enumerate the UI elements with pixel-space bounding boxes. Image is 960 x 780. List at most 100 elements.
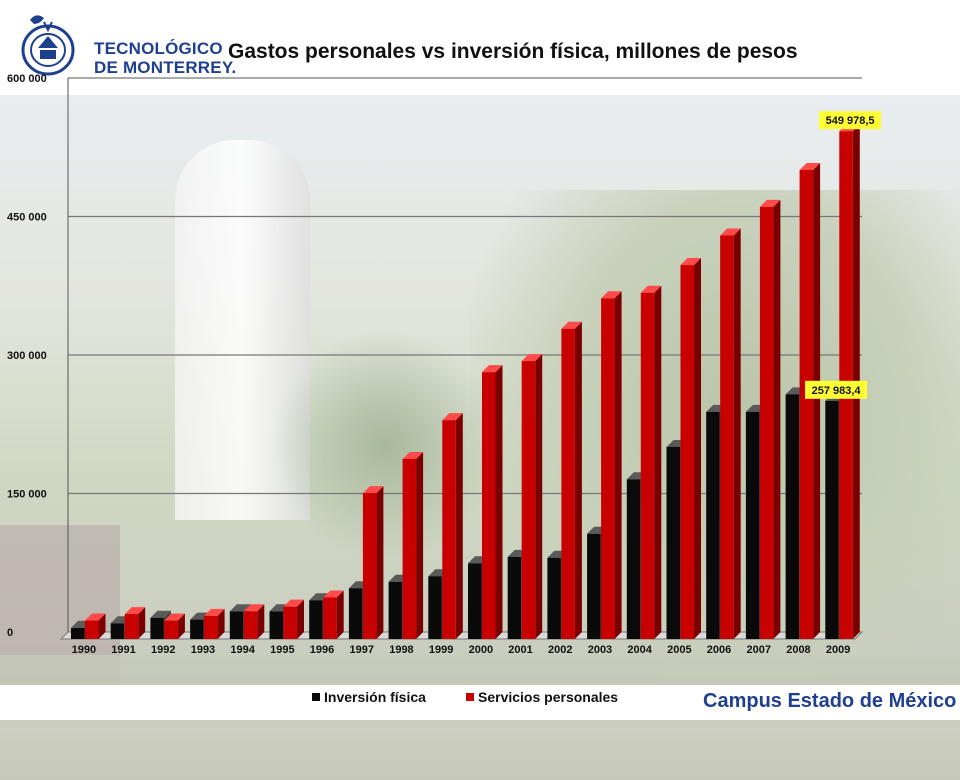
bar-side (297, 599, 304, 639)
bar-inversion-1998 (388, 581, 403, 639)
bar-side (495, 365, 503, 639)
bar-servicios-2007 (759, 206, 774, 639)
bar-top (164, 613, 185, 621)
bar-inversion-1997 (348, 588, 363, 639)
bar-side (416, 451, 424, 639)
bar-inversion-2003 (587, 533, 601, 639)
bar-side (455, 413, 463, 639)
bar-servicios-2006 (720, 235, 734, 639)
bar-top (124, 607, 146, 615)
x-tick-label: 1997 (350, 644, 374, 656)
legend-label-servicios: Servicios personales (478, 689, 619, 705)
header: TECNOLÓGICO DE MONTERREY. Gastos persona… (0, 0, 960, 95)
bar-inversion-1999 (428, 576, 442, 639)
bar-top (759, 199, 781, 207)
x-tick-label: 1993 (191, 644, 215, 656)
bar-top (283, 599, 304, 607)
legend-swatch-servicios (466, 693, 474, 701)
bar-servicios-1990 (85, 620, 99, 639)
legend-label-inversion: Inversión física (324, 689, 426, 705)
x-tick-label: 2004 (627, 644, 652, 656)
x-tick-label: 2008 (786, 644, 810, 656)
bar-top (720, 228, 741, 236)
tec-seal-icon (21, 15, 75, 76)
data-label-bg (805, 380, 868, 399)
x-tick-label: 1992 (151, 644, 175, 656)
bar-servicios-2008 (799, 169, 814, 640)
data-label: 257 983,4 (805, 380, 868, 399)
logo-line-2: DE MONTERREY. (94, 58, 237, 77)
bar-inversion-1994 (229, 611, 244, 639)
bar-inversion-1990 (71, 627, 85, 639)
x-tick-label: 2005 (667, 644, 691, 656)
bar-servicios-1995 (283, 606, 297, 639)
bar-side (813, 162, 821, 640)
bar-side (694, 258, 701, 639)
x-tick-label: 2001 (508, 644, 532, 656)
bar-top (323, 590, 344, 598)
bar-side (257, 604, 265, 639)
bar-top (799, 162, 821, 170)
bar-top (309, 593, 330, 601)
bar-inversion-1992 (150, 617, 164, 639)
bar-side (138, 607, 146, 639)
x-tick-label: 2007 (747, 644, 771, 656)
bar-inversion-1991 (110, 623, 125, 639)
x-tick-label: 1995 (270, 644, 294, 656)
bar-top (402, 451, 424, 459)
bar-top (482, 365, 503, 373)
tec-logo: TECNOLÓGICO DE MONTERREY. (18, 10, 236, 80)
bar-inversion-2009 (825, 400, 839, 639)
bar-top (229, 604, 251, 612)
bar-inversion-1993 (190, 619, 204, 639)
legend-item-servicios: Servicios personales (466, 689, 618, 705)
bar-top (640, 285, 662, 293)
bar-inversion-2000 (468, 563, 482, 639)
data-label-text: 257 983,4 (812, 385, 862, 397)
x-tick-label: 1996 (310, 644, 334, 656)
bar-servicios-1993 (204, 615, 218, 639)
x-tick-label: 1990 (72, 644, 96, 656)
bar-inversion-2001 (507, 556, 522, 639)
logo-line-1: TECNOLÓGICO (94, 39, 223, 58)
bar-servicios-1994 (243, 611, 258, 639)
chart-title: Gastos personales vs inversión física, m… (228, 40, 798, 63)
y-tick-label: 600 000 (7, 73, 47, 85)
campus-label: Campus Estado de México (703, 690, 957, 712)
bar-top (85, 613, 106, 621)
x-tick-label: 2006 (707, 644, 731, 656)
bar-top (442, 413, 463, 421)
bar-top (601, 291, 622, 299)
data-label-bg (819, 111, 882, 130)
data-label: 549 978,5 (819, 111, 882, 130)
bar-inversion-2004 (626, 479, 641, 639)
legend-swatch-inversion (312, 693, 320, 701)
bar-top (150, 610, 171, 618)
bar-side (535, 354, 543, 639)
y-tick-label: 0 (7, 627, 13, 639)
bar-inversion-2005 (666, 446, 680, 639)
bar-servicios-2004 (640, 292, 655, 639)
bar-top (680, 258, 701, 266)
x-tick-label: 1991 (111, 644, 135, 656)
bar-chart: 0 150 000 300 000 450 000 600 000 1990 1991 199… (7, 73, 882, 656)
y-tick-label: 300 000 (7, 350, 47, 362)
bar-servicios-1998 (402, 458, 417, 639)
legend-item-inversion: Inversión física (312, 689, 426, 705)
x-tick-label: 1998 (389, 644, 413, 656)
y-tick-label: 450 000 (7, 212, 47, 224)
x-tick-label: 2000 (469, 644, 493, 656)
x-tick-label: 2003 (588, 644, 612, 656)
bar-servicios-1992 (164, 620, 178, 639)
bar-inversion-2006 (706, 411, 720, 639)
bar-servicios-2005 (680, 265, 694, 639)
bar-top (521, 354, 543, 362)
x-tick-label: 2009 (826, 644, 850, 656)
bar-servicios-2001 (521, 361, 536, 639)
bar-servicios-1996 (323, 597, 337, 639)
bar-servicios-1997 (362, 493, 377, 639)
bar-servicios-2002 (561, 328, 575, 639)
bar-inversion-1995 (269, 611, 283, 639)
bar-side (574, 321, 582, 639)
bar-side (376, 486, 384, 639)
